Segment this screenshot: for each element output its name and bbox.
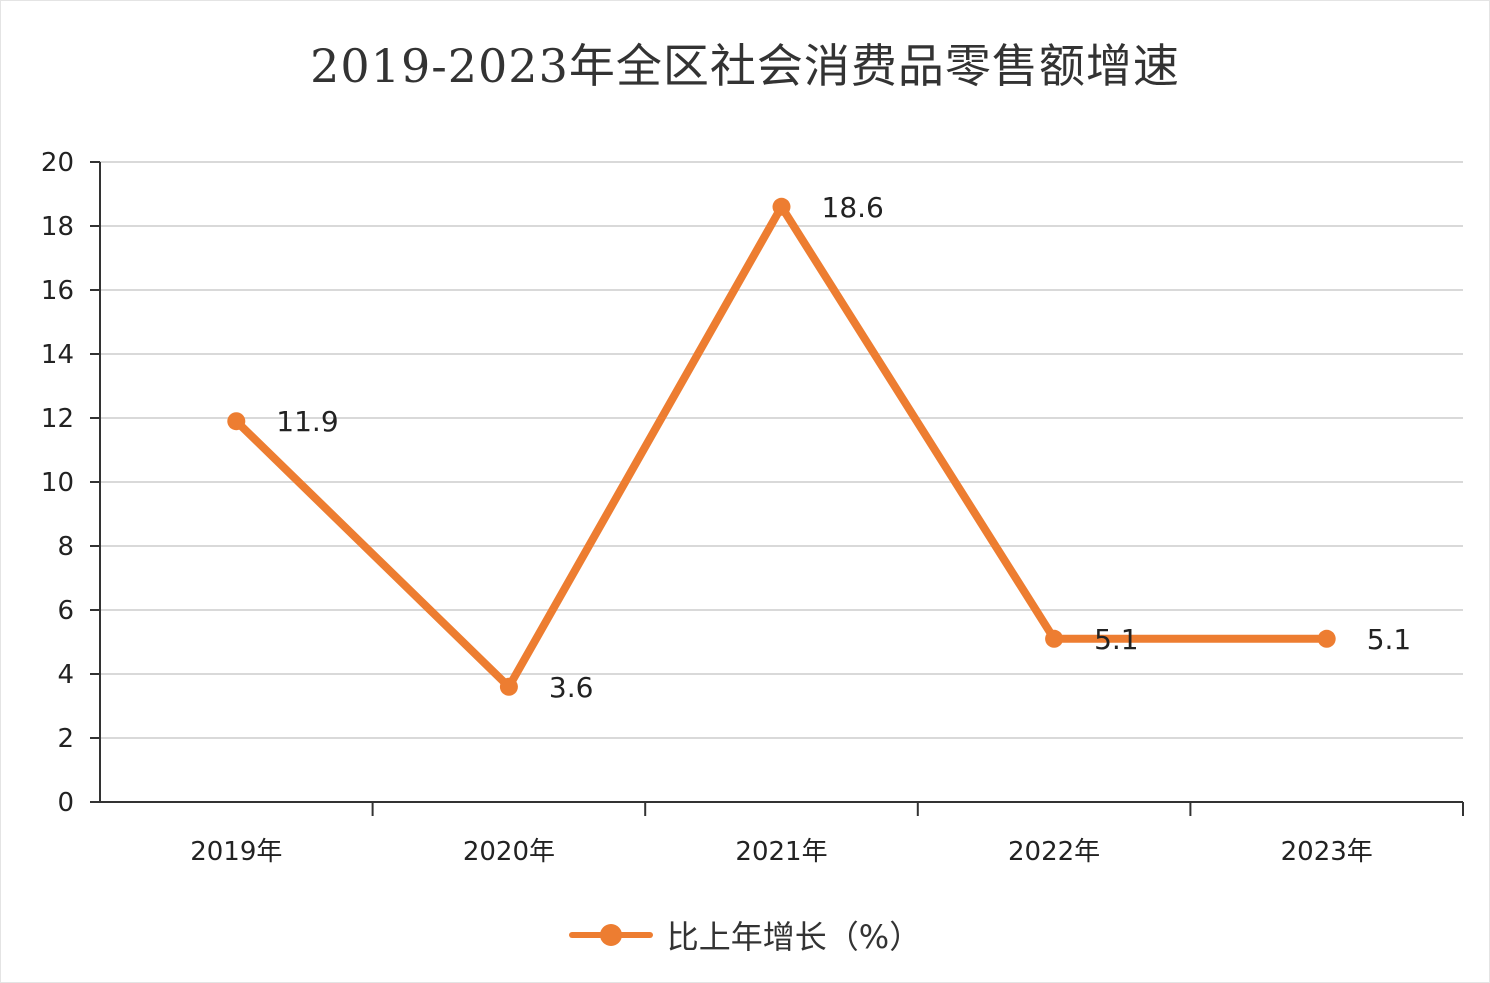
chart-title: 2019-2023年全区社会消费品零售额增速 [310, 39, 1180, 93]
y-tick-label: 10 [41, 468, 74, 498]
y-tick-label: 6 [57, 596, 74, 626]
data-label: 18.6 [822, 191, 884, 224]
x-tick-label: 2023年 [1281, 837, 1373, 867]
y-tick-label: 4 [57, 660, 74, 690]
data-label: 5.1 [1367, 623, 1412, 656]
data-point [499, 677, 518, 696]
data-point [1317, 629, 1336, 648]
data-point [1045, 629, 1064, 648]
y-tick-label: 0 [57, 788, 74, 818]
data-point [772, 197, 791, 216]
y-tick-label: 12 [41, 404, 74, 434]
legend-marker [599, 924, 622, 946]
x-tick-label: 2019年 [190, 837, 282, 867]
x-tick-label: 2022年 [1008, 837, 1100, 867]
legend-label: 比上年增长（%） [666, 918, 922, 956]
data-point [227, 412, 246, 431]
y-tick-label: 8 [57, 532, 74, 562]
data-label: 3.6 [549, 671, 594, 704]
legend: 比上年增长（%） [0, 912, 1490, 958]
x-tick-label: 2020年 [463, 837, 555, 867]
legend-swatch [568, 920, 653, 950]
x-tick-label: 2021年 [735, 837, 827, 867]
y-tick-label: 20 [41, 148, 74, 178]
y-tick-label: 14 [41, 340, 74, 370]
y-tick-label: 2 [57, 724, 74, 754]
y-tick-label: 16 [41, 276, 74, 306]
series-line [232, 202, 1331, 691]
data-label: 5.1 [1094, 623, 1139, 656]
y-tick-label: 18 [41, 212, 74, 242]
data-label: 11.9 [276, 405, 338, 438]
